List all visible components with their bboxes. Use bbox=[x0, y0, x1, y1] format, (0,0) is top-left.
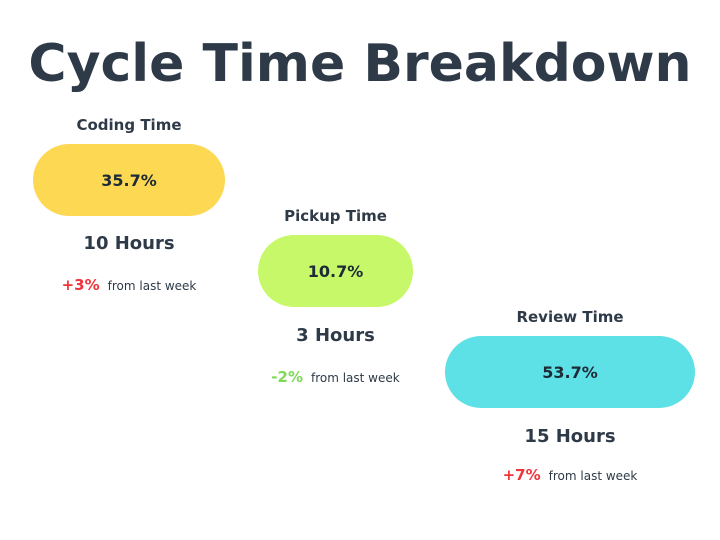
stage-change-review: +7% bbox=[502, 466, 541, 484]
stage-pickup: Pickup Time 10.7% 3 Hours -2% from last w… bbox=[258, 204, 413, 394]
chart-title: Cycle Time Breakdown bbox=[28, 34, 692, 94]
stage-percent-review: 53.7% bbox=[542, 362, 598, 382]
stage-percent-pickup: 10.7% bbox=[307, 261, 364, 281]
stage-pill-pickup: 10.7% bbox=[258, 235, 413, 307]
stage-label-review: Review Time bbox=[516, 308, 624, 326]
stage-hours-coding: 10 Hours bbox=[83, 233, 175, 254]
stage-label-coding: Coding Time bbox=[76, 116, 182, 134]
stage-change-row-coding: +3% from last week bbox=[33, 275, 225, 296]
stage-change-note-review: from last week bbox=[548, 469, 638, 483]
stage-change-note-pickup: from last week bbox=[310, 371, 400, 385]
stage-percent-coding: 35.7% bbox=[101, 170, 157, 190]
stage-change-row-pickup: -2% from last week bbox=[258, 367, 413, 388]
stage-pill-review: 53.7% bbox=[445, 336, 695, 408]
stage-hours-pickup: 3 Hours bbox=[296, 325, 375, 346]
stage-hours-review: 15 Hours bbox=[524, 426, 616, 447]
stage-change-pickup: -2% bbox=[271, 368, 303, 386]
stage-change-row-review: +7% from last week bbox=[445, 465, 695, 486]
stage-coding: Coding Time 35.7% 10 Hours +3% from last … bbox=[33, 113, 225, 303]
stage-label-pickup: Pickup Time bbox=[284, 207, 387, 225]
stage-review: Review Time 53.7% 15 Hours +7% from last … bbox=[445, 306, 695, 496]
stage-change-note-coding: from last week bbox=[107, 279, 197, 293]
stage-pill-coding: 35.7% bbox=[33, 144, 225, 216]
stage-change-coding: +3% bbox=[61, 276, 100, 294]
